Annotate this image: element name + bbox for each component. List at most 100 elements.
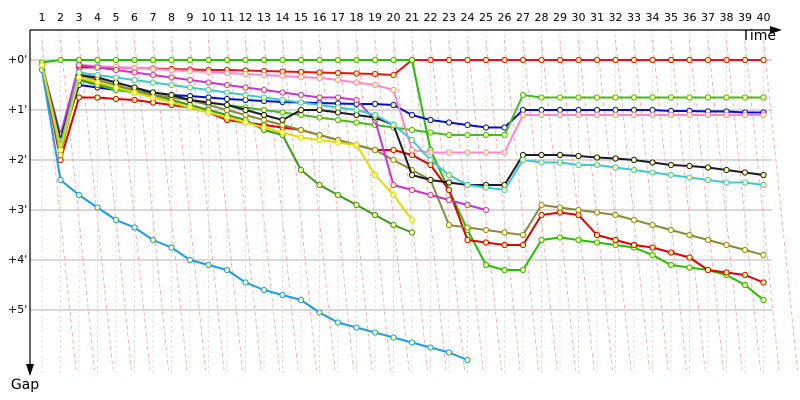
- x-axis-title: Time: [741, 28, 776, 44]
- data-point: [741, 56, 749, 64]
- data-point: [704, 236, 712, 244]
- data-point: [408, 186, 416, 194]
- x-tick-label: 12: [239, 11, 253, 24]
- data-point: [686, 264, 693, 271]
- data-point: [242, 91, 249, 99]
- lap-diagonal: [559, 39, 595, 371]
- data-point: [149, 65, 157, 73]
- x-tick-label: 31: [590, 11, 604, 24]
- data-point: [334, 116, 342, 124]
- data-point: [186, 256, 194, 264]
- data-point: [371, 329, 379, 336]
- x-tick-label: 7: [150, 11, 157, 24]
- data-point: [667, 161, 675, 169]
- data-point: [186, 67, 194, 75]
- data-point: [316, 136, 323, 144]
- data-point: [667, 226, 675, 234]
- lap-diagonal: [134, 39, 169, 371]
- lap-diagonal: [504, 39, 539, 371]
- x-tick-label: 32: [609, 11, 623, 24]
- x-tick-label: 8: [168, 11, 175, 24]
- data-point: [112, 66, 120, 74]
- data-point: [408, 126, 416, 134]
- data-point: [482, 226, 490, 234]
- data-point: [464, 131, 471, 139]
- data-point: [223, 106, 231, 114]
- data-point: [593, 231, 601, 239]
- x-tick-label: 40: [757, 11, 771, 24]
- x-axis-arrow: [770, 26, 782, 34]
- data-point: [538, 159, 545, 166]
- data-point: [575, 56, 582, 64]
- data-point: [649, 111, 656, 119]
- data-point: [316, 94, 323, 101]
- data-point: [612, 211, 619, 219]
- lap-diagonal: [541, 39, 576, 371]
- data-point: [408, 171, 416, 179]
- data-point: [408, 229, 416, 236]
- data-point: [667, 94, 675, 101]
- data-point: [575, 94, 582, 101]
- data-point: [464, 149, 471, 156]
- data-point: [445, 221, 453, 229]
- data-point: [408, 151, 416, 159]
- data-point: [667, 249, 675, 256]
- lap-diagonal: [689, 39, 724, 371]
- data-point: [723, 111, 730, 119]
- data-point: [371, 56, 379, 64]
- data-point: [556, 94, 564, 101]
- data-point: [408, 146, 416, 154]
- data-point: [223, 81, 231, 89]
- data-point: [427, 161, 434, 169]
- data-point: [242, 111, 249, 119]
- data-point: [686, 111, 693, 119]
- x-tick-label: 20: [387, 11, 401, 24]
- data-point: [760, 171, 767, 179]
- data-point: [316, 309, 323, 316]
- data-point: [316, 69, 323, 76]
- data-point: [760, 181, 767, 189]
- data-point: [760, 279, 767, 286]
- data-point: [316, 106, 323, 114]
- data-point: [519, 266, 527, 274]
- series-line: [41, 64, 764, 186]
- data-point: [390, 334, 397, 341]
- data-point: [390, 181, 397, 189]
- x-tick-label: 23: [442, 11, 456, 24]
- data-point: [445, 196, 453, 204]
- data-point: [538, 201, 545, 209]
- data-point: [408, 56, 416, 64]
- y-axis-title: Gap: [11, 377, 39, 393]
- data-point: [168, 66, 175, 74]
- data-point: [575, 206, 582, 214]
- data-point: [723, 269, 730, 276]
- data-point: [575, 211, 582, 219]
- data-point: [353, 106, 360, 114]
- lap-diagonal: [60, 39, 95, 371]
- data-point: [353, 79, 360, 86]
- data-point: [519, 91, 527, 99]
- data-point: [112, 84, 120, 91]
- data-point: [556, 151, 564, 159]
- data-point: [445, 131, 453, 139]
- data-point: [316, 181, 323, 189]
- data-point: [223, 101, 231, 109]
- data-point: [649, 159, 656, 166]
- data-point: [334, 319, 342, 326]
- data-point: [297, 111, 305, 119]
- data-point: [427, 176, 434, 184]
- data-point: [353, 111, 360, 119]
- data-point: [464, 201, 471, 209]
- data-point: [427, 116, 434, 124]
- x-tick-label: 37: [701, 11, 715, 24]
- x-tick-label: 19: [368, 11, 382, 24]
- data-point: [667, 171, 675, 179]
- x-tick-label: 21: [405, 11, 419, 24]
- data-point: [297, 134, 305, 141]
- data-point: [168, 81, 175, 89]
- x-tick-label: 38: [720, 11, 734, 24]
- data-point: [630, 216, 638, 224]
- data-point: [427, 129, 434, 136]
- data-point: [760, 296, 767, 304]
